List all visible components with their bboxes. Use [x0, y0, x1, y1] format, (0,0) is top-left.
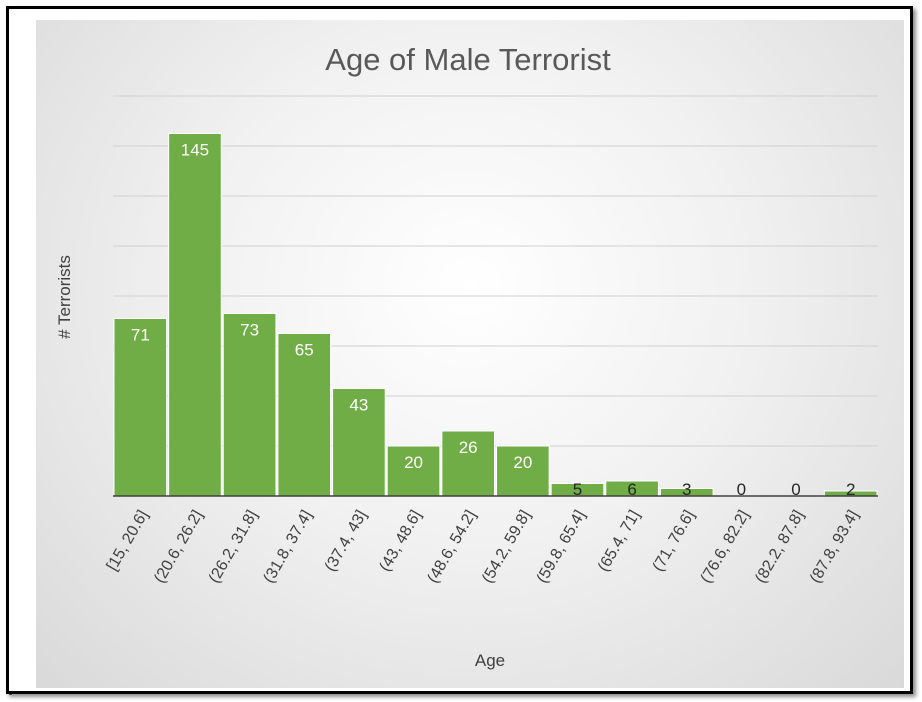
x-tick-label: (43, 48.6]	[376, 508, 425, 575]
bars	[113, 133, 878, 497]
data-label: 145	[181, 141, 209, 160]
x-tick-label: (20.6, 26.2]	[151, 508, 206, 587]
x-tick-label: [15, 20.6]	[104, 508, 152, 574]
bar	[168, 133, 222, 497]
bar	[441, 430, 496, 497]
x-tick-label: (82.2, 87.8]	[752, 508, 807, 587]
bar	[113, 318, 168, 497]
x-tick-label: (54.2, 59.8]	[479, 508, 534, 587]
data-labels: 71 145 73 65 43 20 26 20 5 6 3 0 0 2	[131, 141, 856, 500]
x-tick-label: (26.2, 31.8]	[206, 508, 261, 587]
data-label: 73	[240, 321, 259, 340]
data-label: 0	[791, 480, 800, 499]
data-label: 3	[682, 480, 691, 499]
y-axis-title: # Terrorists	[55, 255, 74, 339]
x-tick-label: (71, 76.6]	[650, 508, 699, 575]
x-tick-label: (76.6, 82.2]	[698, 508, 753, 587]
data-label: 43	[349, 396, 368, 415]
x-tick-label: (87.8, 93.4]	[807, 508, 862, 587]
data-label: 5	[573, 480, 582, 499]
x-tick-label: (48.6, 54.2]	[424, 508, 479, 587]
bar	[277, 333, 332, 497]
data-label: 71	[131, 326, 150, 345]
bar	[496, 445, 550, 497]
bar	[386, 445, 441, 497]
chart-title: Age of Male Terrorist	[325, 42, 611, 77]
data-label: 65	[295, 341, 314, 360]
data-label: 20	[404, 453, 423, 472]
data-label: 26	[459, 438, 478, 457]
x-tick-labels: [15, 20.6] (20.6, 26.2] (26.2, 31.8] (31.8,…	[104, 508, 862, 587]
data-label: 0	[737, 480, 746, 499]
x-tick-label: (59.8, 65.4]	[534, 508, 589, 587]
bar	[222, 313, 277, 497]
x-tick-label: (65.4, 71]	[595, 508, 644, 575]
data-label: 2	[846, 480, 855, 499]
x-tick-label: (31.8, 37.4]	[261, 508, 316, 587]
data-label: 20	[513, 453, 532, 472]
x-axis-title: Age	[475, 651, 505, 670]
x-tick-label: (37.4, 43]	[322, 508, 371, 575]
data-label: 6	[627, 480, 636, 499]
bar	[332, 388, 386, 497]
